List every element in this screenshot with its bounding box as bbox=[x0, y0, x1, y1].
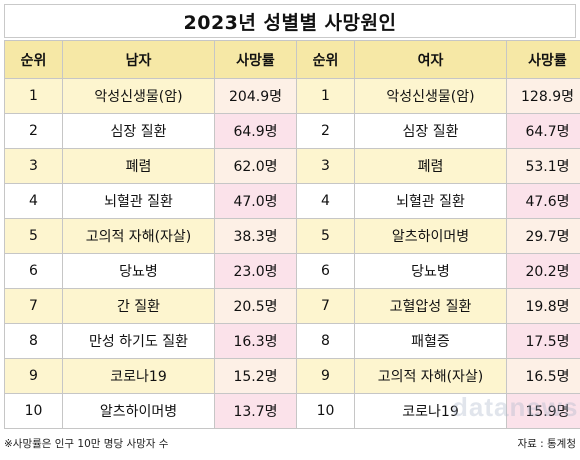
male-rate-cell: 38.3명 bbox=[214, 218, 297, 254]
female-rank-cell: 4 bbox=[296, 183, 355, 219]
female-rate-cell: 64.7명 bbox=[506, 113, 580, 149]
male-rate-cell: 47.0명 bbox=[214, 183, 297, 219]
male-rank-cell: 7 bbox=[4, 288, 63, 324]
header-rate-male: 사망률 bbox=[214, 40, 297, 79]
female-rank-cell: 6 bbox=[296, 253, 355, 289]
table-header: 순위 남자 사망률 순위 여자 사망률 bbox=[4, 40, 580, 79]
male-cause-cell: 뇌혈관 질환 bbox=[62, 183, 215, 219]
female-rate-cell: 20.2명 bbox=[506, 253, 580, 289]
male-rank-cell: 5 bbox=[4, 218, 63, 254]
header-rate-female: 사망률 bbox=[506, 40, 580, 79]
female-cause-cell: 폐렴 bbox=[354, 148, 507, 184]
female-rank-cell: 8 bbox=[296, 323, 355, 359]
female-rank-cell: 9 bbox=[296, 358, 355, 394]
female-rank-cell: 3 bbox=[296, 148, 355, 184]
male-cause-cell: 고의적 자해(자살) bbox=[62, 218, 215, 254]
table-row: 2 심장 질환 64.9명 2 심장 질환 64.7명 bbox=[4, 113, 580, 149]
male-rank-cell: 6 bbox=[4, 253, 63, 289]
female-cause-cell: 심장 질환 bbox=[354, 113, 507, 149]
male-cause-cell: 심장 질환 bbox=[62, 113, 215, 149]
male-rank-cell: 8 bbox=[4, 323, 63, 359]
female-cause-cell: 뇌혈관 질환 bbox=[354, 183, 507, 219]
male-rate-cell: 13.7명 bbox=[214, 393, 297, 429]
female-cause-cell: 코로나19 bbox=[354, 393, 507, 429]
table-row: 6 당뇨병 23.0명 6 당뇨병 20.2명 bbox=[4, 253, 580, 289]
male-cause-cell: 폐렴 bbox=[62, 148, 215, 184]
table-row: 9 코로나19 15.2명 9 고의적 자해(자살) 16.5명 bbox=[4, 358, 580, 394]
male-rank-cell: 2 bbox=[4, 113, 63, 149]
male-rank-cell: 4 bbox=[4, 183, 63, 219]
header-rank-male: 순위 bbox=[4, 40, 63, 79]
female-rank-cell: 7 bbox=[296, 288, 355, 324]
male-cause-cell: 당뇨병 bbox=[62, 253, 215, 289]
female-cause-cell: 알츠하이머병 bbox=[354, 218, 507, 254]
female-rank-cell: 2 bbox=[296, 113, 355, 149]
footer: ※사망률은 인구 10만 명당 사망자 수 자료 : 통계청 bbox=[4, 432, 576, 454]
female-cause-cell: 고혈압성 질환 bbox=[354, 288, 507, 324]
female-rate-cell: 19.8명 bbox=[506, 288, 580, 324]
table-row: 4 뇌혈관 질환 47.0명 4 뇌혈관 질환 47.6명 bbox=[4, 183, 580, 219]
female-rate-cell: 47.6명 bbox=[506, 183, 580, 219]
male-cause-cell: 만성 하기도 질환 bbox=[62, 323, 215, 359]
female-cause-cell: 당뇨병 bbox=[354, 253, 507, 289]
male-cause-cell: 알츠하이머병 bbox=[62, 393, 215, 429]
table-body: 1 악성신생물(암) 204.9명 1 악성신생물(암) 128.9명 2 심장 질환 64.9… bbox=[4, 78, 580, 429]
footnote: ※사망률은 인구 10만 명당 사망자 수 bbox=[4, 437, 169, 450]
female-rank-cell: 10 bbox=[296, 393, 355, 429]
header-female: 여자 bbox=[354, 40, 507, 79]
female-rate-cell: 17.5명 bbox=[506, 323, 580, 359]
male-cause-cell: 간 질환 bbox=[62, 288, 215, 324]
male-rate-cell: 64.9명 bbox=[214, 113, 297, 149]
male-rank-cell: 3 bbox=[4, 148, 63, 184]
female-rank-cell: 5 bbox=[296, 218, 355, 254]
male-rate-cell: 15.2명 bbox=[214, 358, 297, 394]
male-rank-cell: 1 bbox=[4, 78, 63, 114]
page-title: 2023년 성별별 사망원인 bbox=[4, 4, 576, 38]
female-rate-cell: 15.9명 bbox=[506, 393, 580, 429]
table-row: 3 폐렴 62.0명 3 폐렴 53.1명 bbox=[4, 148, 580, 184]
female-rate-cell: 53.1명 bbox=[506, 148, 580, 184]
male-rank-cell: 10 bbox=[4, 393, 63, 429]
female-cause-cell: 패혈증 bbox=[354, 323, 507, 359]
male-cause-cell: 악성신생물(암) bbox=[62, 78, 215, 114]
male-rate-cell: 62.0명 bbox=[214, 148, 297, 184]
male-rank-cell: 9 bbox=[4, 358, 63, 394]
header-rank-female: 순위 bbox=[296, 40, 355, 79]
male-rate-cell: 20.5명 bbox=[214, 288, 297, 324]
table-row: 5 고의적 자해(자살) 38.3명 5 알츠하이머병 29.7명 bbox=[4, 218, 580, 254]
female-cause-cell: 악성신생물(암) bbox=[354, 78, 507, 114]
mortality-table: 순위 남자 사망률 순위 여자 사망률 1 악성신생물(암) 204.9명 1 악성신생… bbox=[4, 40, 580, 429]
male-rate-cell: 204.9명 bbox=[214, 78, 297, 114]
header-male: 남자 bbox=[62, 40, 215, 79]
female-rate-cell: 29.7명 bbox=[506, 218, 580, 254]
female-rate-cell: 128.9명 bbox=[506, 78, 580, 114]
table-row: 8 만성 하기도 질환 16.3명 8 패혈증 17.5명 bbox=[4, 323, 580, 359]
female-rate-cell: 16.5명 bbox=[506, 358, 580, 394]
male-cause-cell: 코로나19 bbox=[62, 358, 215, 394]
table-row: 1 악성신생물(암) 204.9명 1 악성신생물(암) 128.9명 bbox=[4, 78, 580, 114]
source-label: 자료 : 통계청 bbox=[517, 437, 576, 450]
male-rate-cell: 23.0명 bbox=[214, 253, 297, 289]
male-rate-cell: 16.3명 bbox=[214, 323, 297, 359]
table-row: 10 알츠하이머병 13.7명 10 코로나19 15.9명 bbox=[4, 393, 580, 429]
female-rank-cell: 1 bbox=[296, 78, 355, 114]
female-cause-cell: 고의적 자해(자살) bbox=[354, 358, 507, 394]
